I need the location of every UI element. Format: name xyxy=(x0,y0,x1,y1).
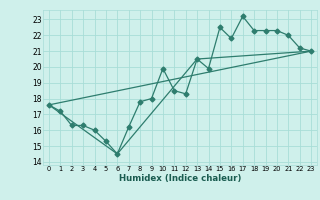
X-axis label: Humidex (Indice chaleur): Humidex (Indice chaleur) xyxy=(119,174,241,183)
